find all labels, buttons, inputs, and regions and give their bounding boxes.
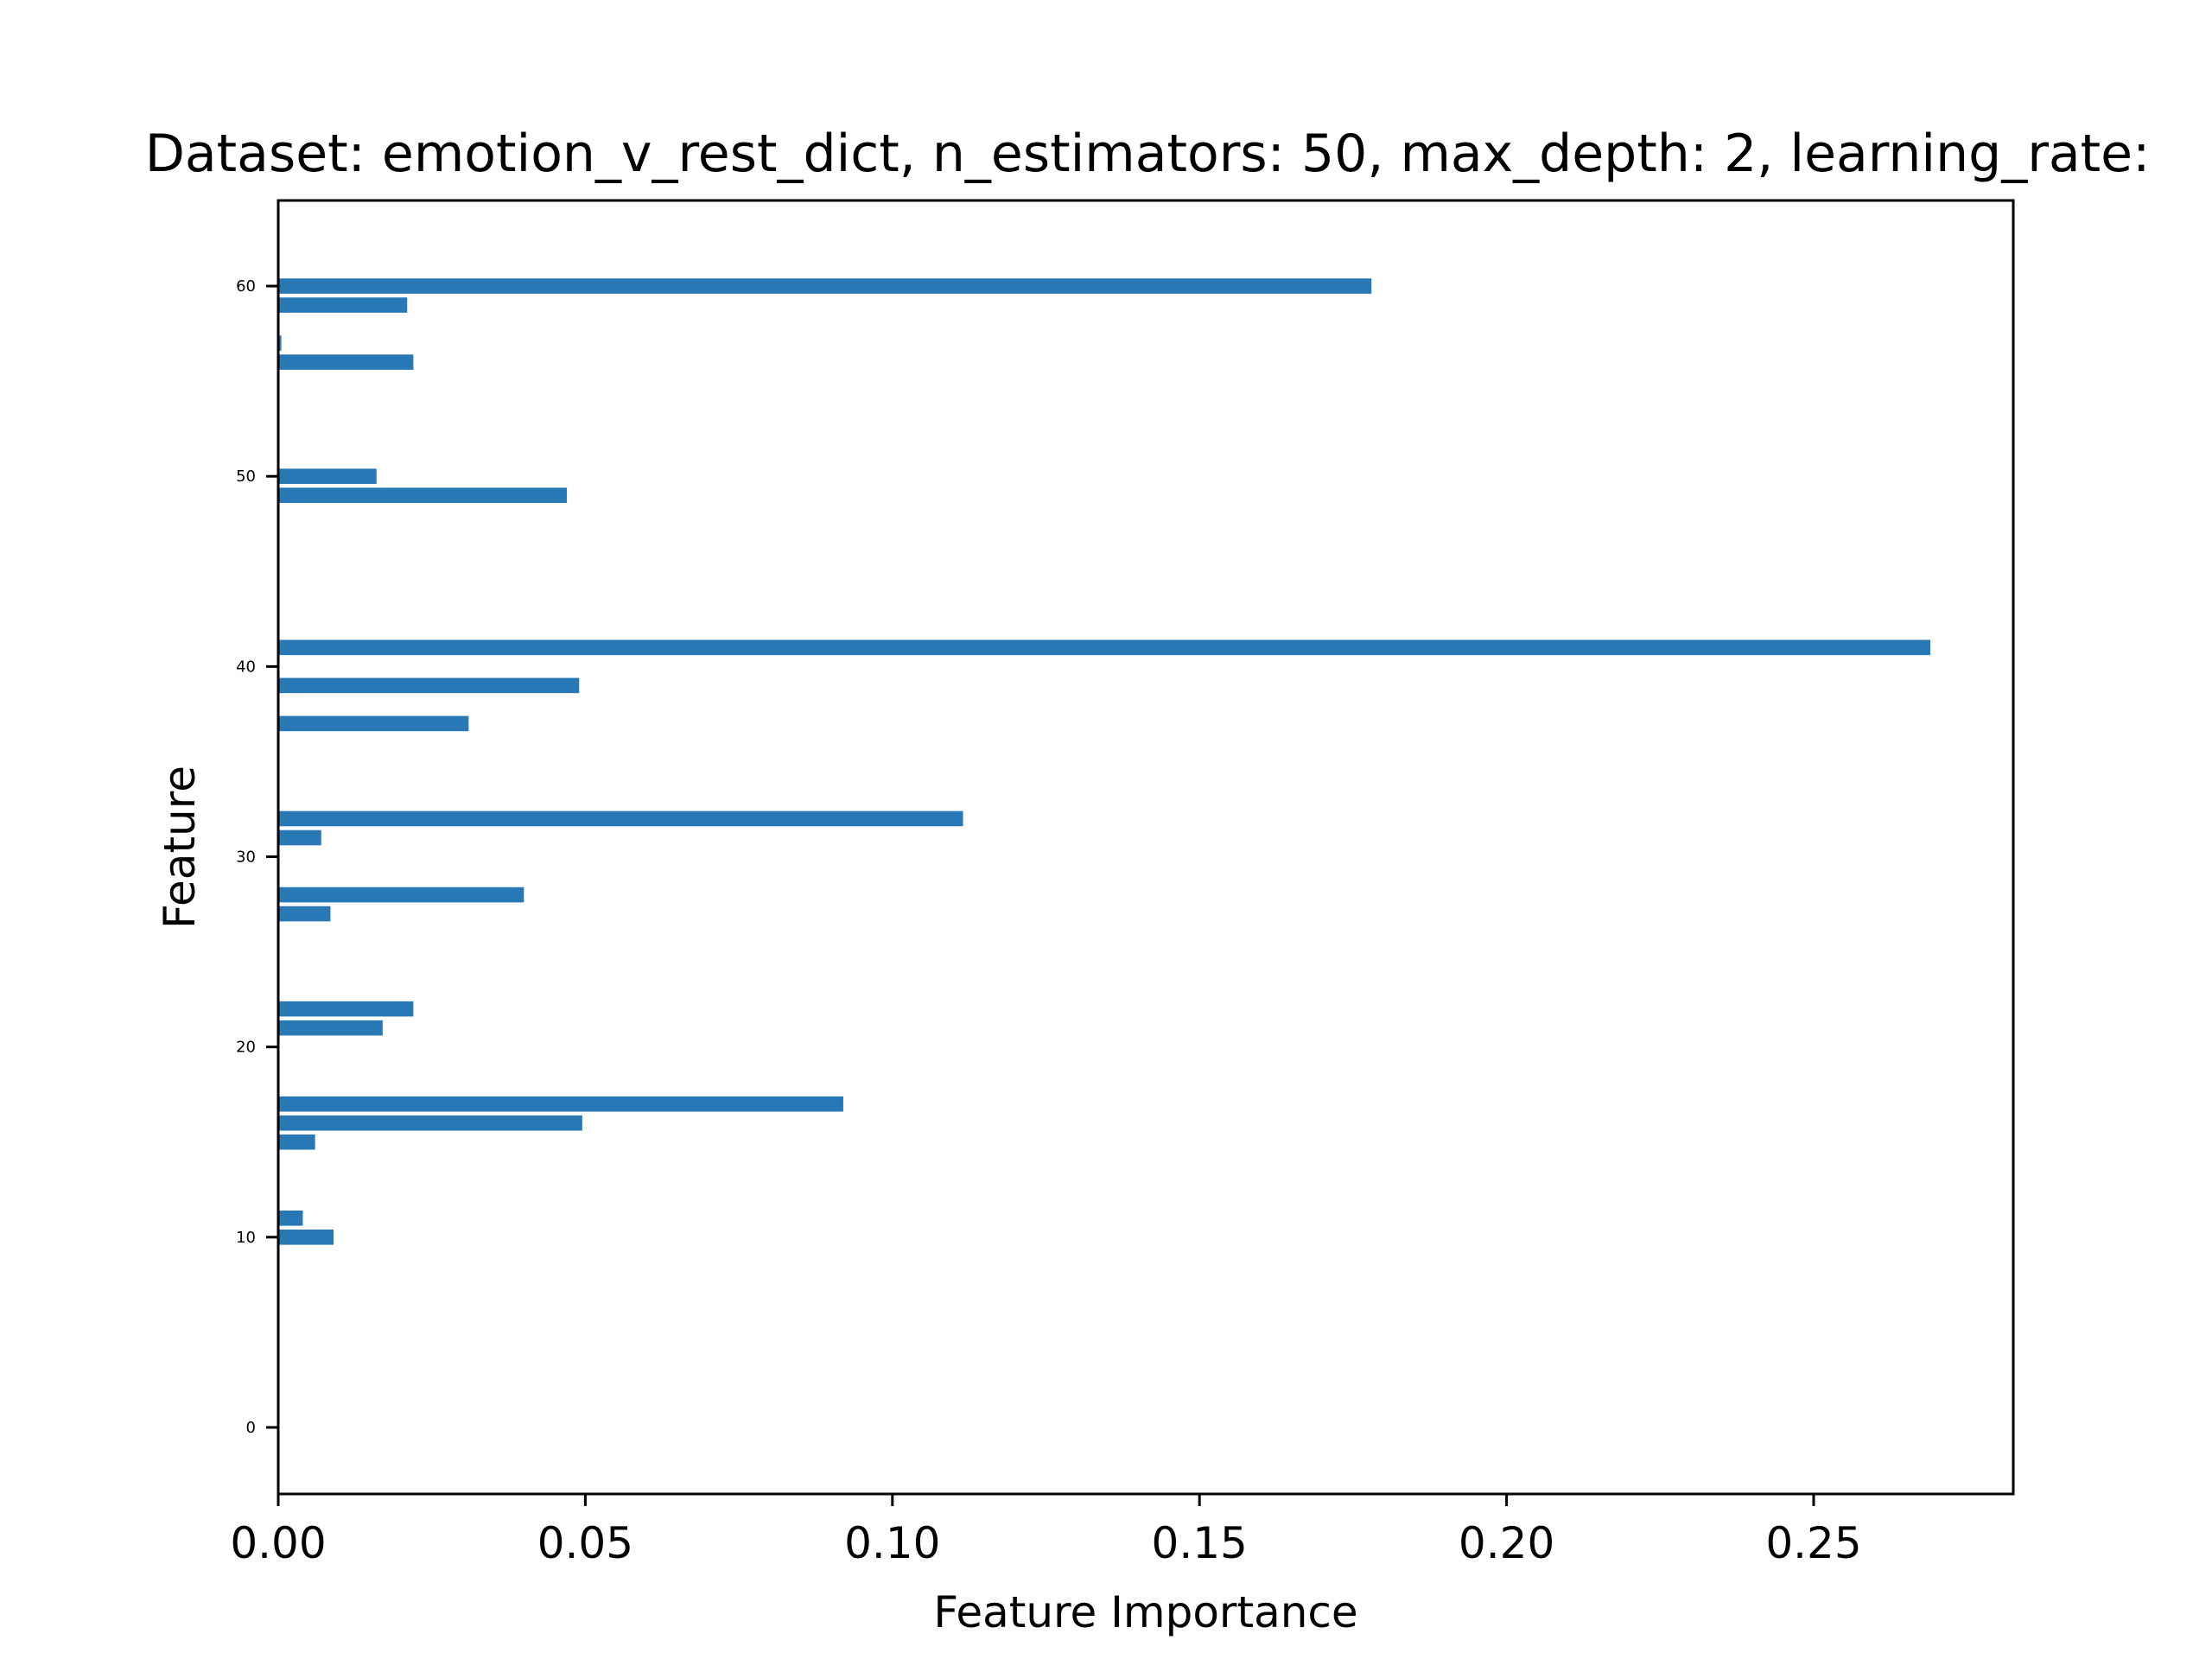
x-tick-label: 0.05	[537, 1518, 633, 1568]
bar-feature-15	[278, 1134, 315, 1150]
bar-feature-57	[278, 335, 282, 351]
bar-feature-32	[278, 810, 963, 827]
y-tick-label: 20	[236, 1039, 256, 1057]
bar-feature-11	[278, 1210, 303, 1226]
x-tick-label: 0.15	[1152, 1518, 1248, 1568]
bar-feature-22	[278, 1001, 414, 1017]
bar-feature-28	[278, 887, 524, 903]
x-tick-label: 0.20	[1459, 1518, 1554, 1568]
bar-feature-21	[278, 1020, 383, 1036]
x-axis-ticks: 0.00 0.05 0.10 0.15 0.20 0.25	[230, 1494, 1862, 1568]
y-tick-label: 30	[236, 849, 256, 867]
chart-title: Dataset: emotion_v_rest_dict, n_estimato…	[145, 124, 2151, 184]
bar-feature-59	[278, 297, 408, 313]
bar-feature-10	[278, 1229, 334, 1245]
x-axis-label: Feature Importance	[933, 1587, 1357, 1637]
bar-feature-17	[278, 1096, 843, 1112]
y-tick-label: 0	[246, 1419, 256, 1437]
y-tick-label: 10	[236, 1229, 256, 1247]
y-tick-label: 40	[236, 658, 256, 676]
bar-feature-31	[278, 830, 321, 846]
bar-feature-16	[278, 1115, 582, 1131]
y-axis-ticks: 0 10 20 30 40 50 60	[236, 277, 278, 1437]
bar-feature-39	[278, 677, 580, 694]
bar-feature-27	[278, 906, 331, 922]
bar-feature-49	[278, 487, 568, 504]
y-tick-label: 50	[236, 467, 256, 486]
bar-feature-60	[278, 278, 1372, 294]
bar-feature-50	[278, 468, 377, 485]
bars-group	[278, 278, 1931, 1245]
x-tick-label: 0.25	[1765, 1518, 1861, 1568]
bar-feature-56	[278, 354, 414, 370]
bar-feature-37	[278, 715, 469, 732]
y-axis-label: Feature	[155, 766, 205, 929]
plot-frame	[276, 199, 2015, 1496]
x-tick-label: 0.00	[230, 1518, 326, 1568]
bar-feature-41	[278, 639, 1931, 656]
y-tick-label: 60	[236, 277, 256, 296]
x-tick-label: 0.10	[844, 1518, 940, 1568]
